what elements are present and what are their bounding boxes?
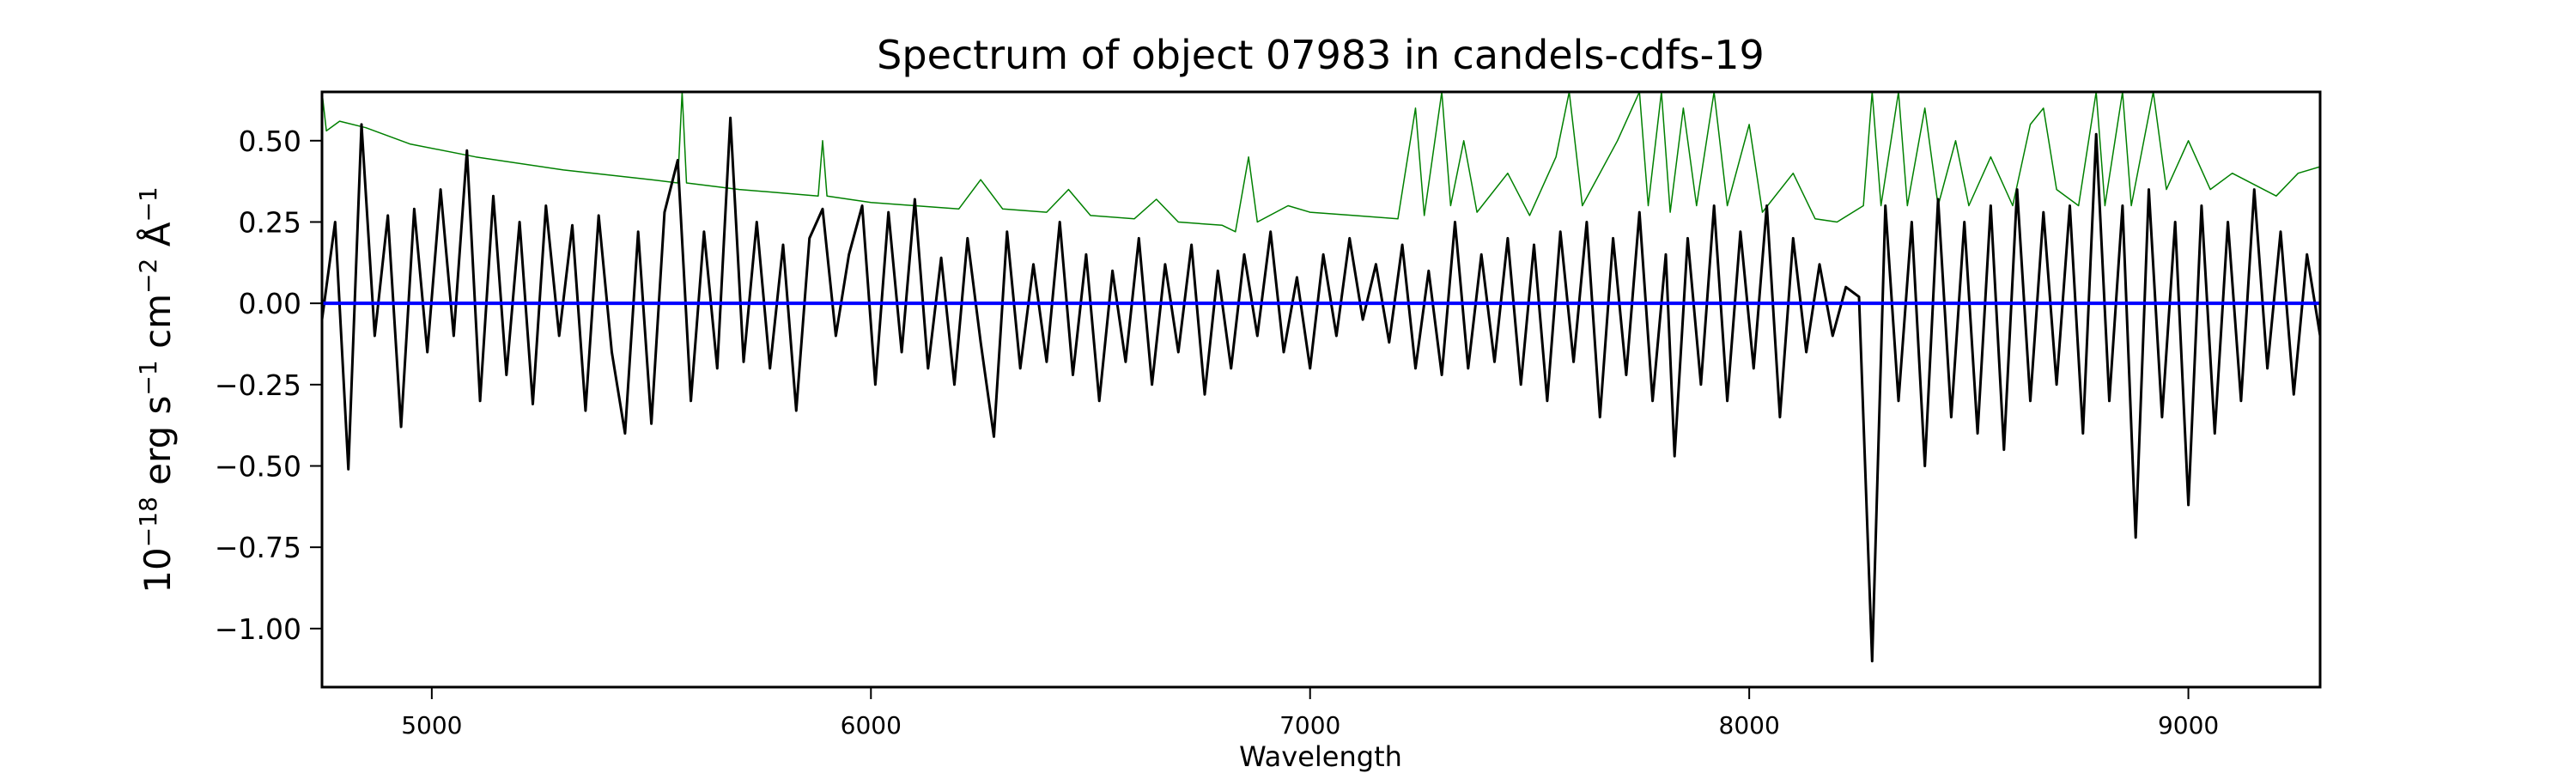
plot-area [322,92,2320,663]
axes-frame [320,90,2322,689]
y-label-exp: −18 [134,496,162,547]
x-tick-label: 7000 [1279,711,1340,740]
y-label-text: Å [136,222,179,258]
y-label-exp: −2 [134,259,162,294]
y-label-exp: −1 [134,360,162,395]
x-tick-label: 6000 [841,711,902,740]
y-label-exp: −1 [134,186,162,222]
y-tick-label: 0.25 [239,205,301,239]
chart-title: Spectrum of object 07983 in candels-cdfs… [877,32,1765,78]
x-tick-label: 8000 [1719,711,1780,740]
y-label-text: cm [137,294,179,360]
x-axis-label: Wavelength [1239,740,1402,773]
x-axis: 5000 6000 7000 8000 9000 [401,687,2219,740]
y-axis-label: 10−18 erg s−1 cm−2 Å−1 [134,186,179,593]
y-tick-label: −0.25 [215,368,301,402]
flux-spectrum-line [322,116,2320,663]
y-tick-label: 0.00 [239,287,301,320]
y-axis: 0.50 0.25 0.00 −0.25 −0.50 −0.75 −1.00 [215,125,322,646]
y-tick-label: −0.50 [215,449,301,483]
y-tick-label: −1.00 [215,612,301,646]
x-tick-label: 5000 [401,711,462,740]
y-label-text: erg s [137,396,179,497]
y-tick-label: 0.50 [239,125,301,158]
x-tick-label: 9000 [2158,711,2219,740]
y-label-base: 10 [137,547,179,593]
sky-spectrum-line [322,92,2320,233]
y-tick-label: −0.75 [215,531,301,564]
